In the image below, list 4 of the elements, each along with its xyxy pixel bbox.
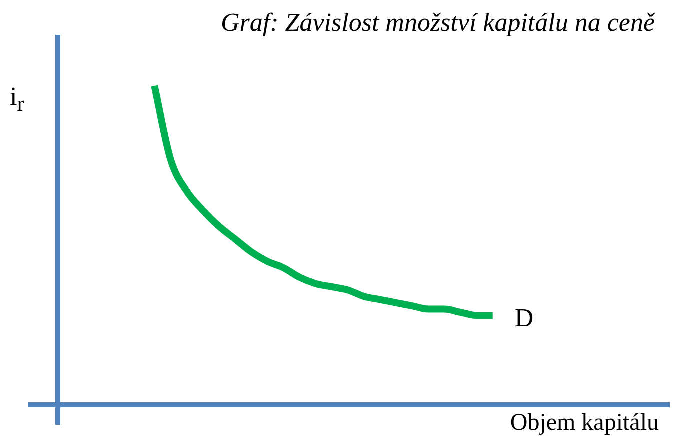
annotation: D — [514, 304, 534, 333]
chart-title: Graf: Závislost množství kapitálu na ceně — [220, 8, 655, 38]
y-axis-title: i$_{r}$ — [10, 82, 24, 118]
x-axis-title: Objem kapitálu — [510, 410, 659, 437]
